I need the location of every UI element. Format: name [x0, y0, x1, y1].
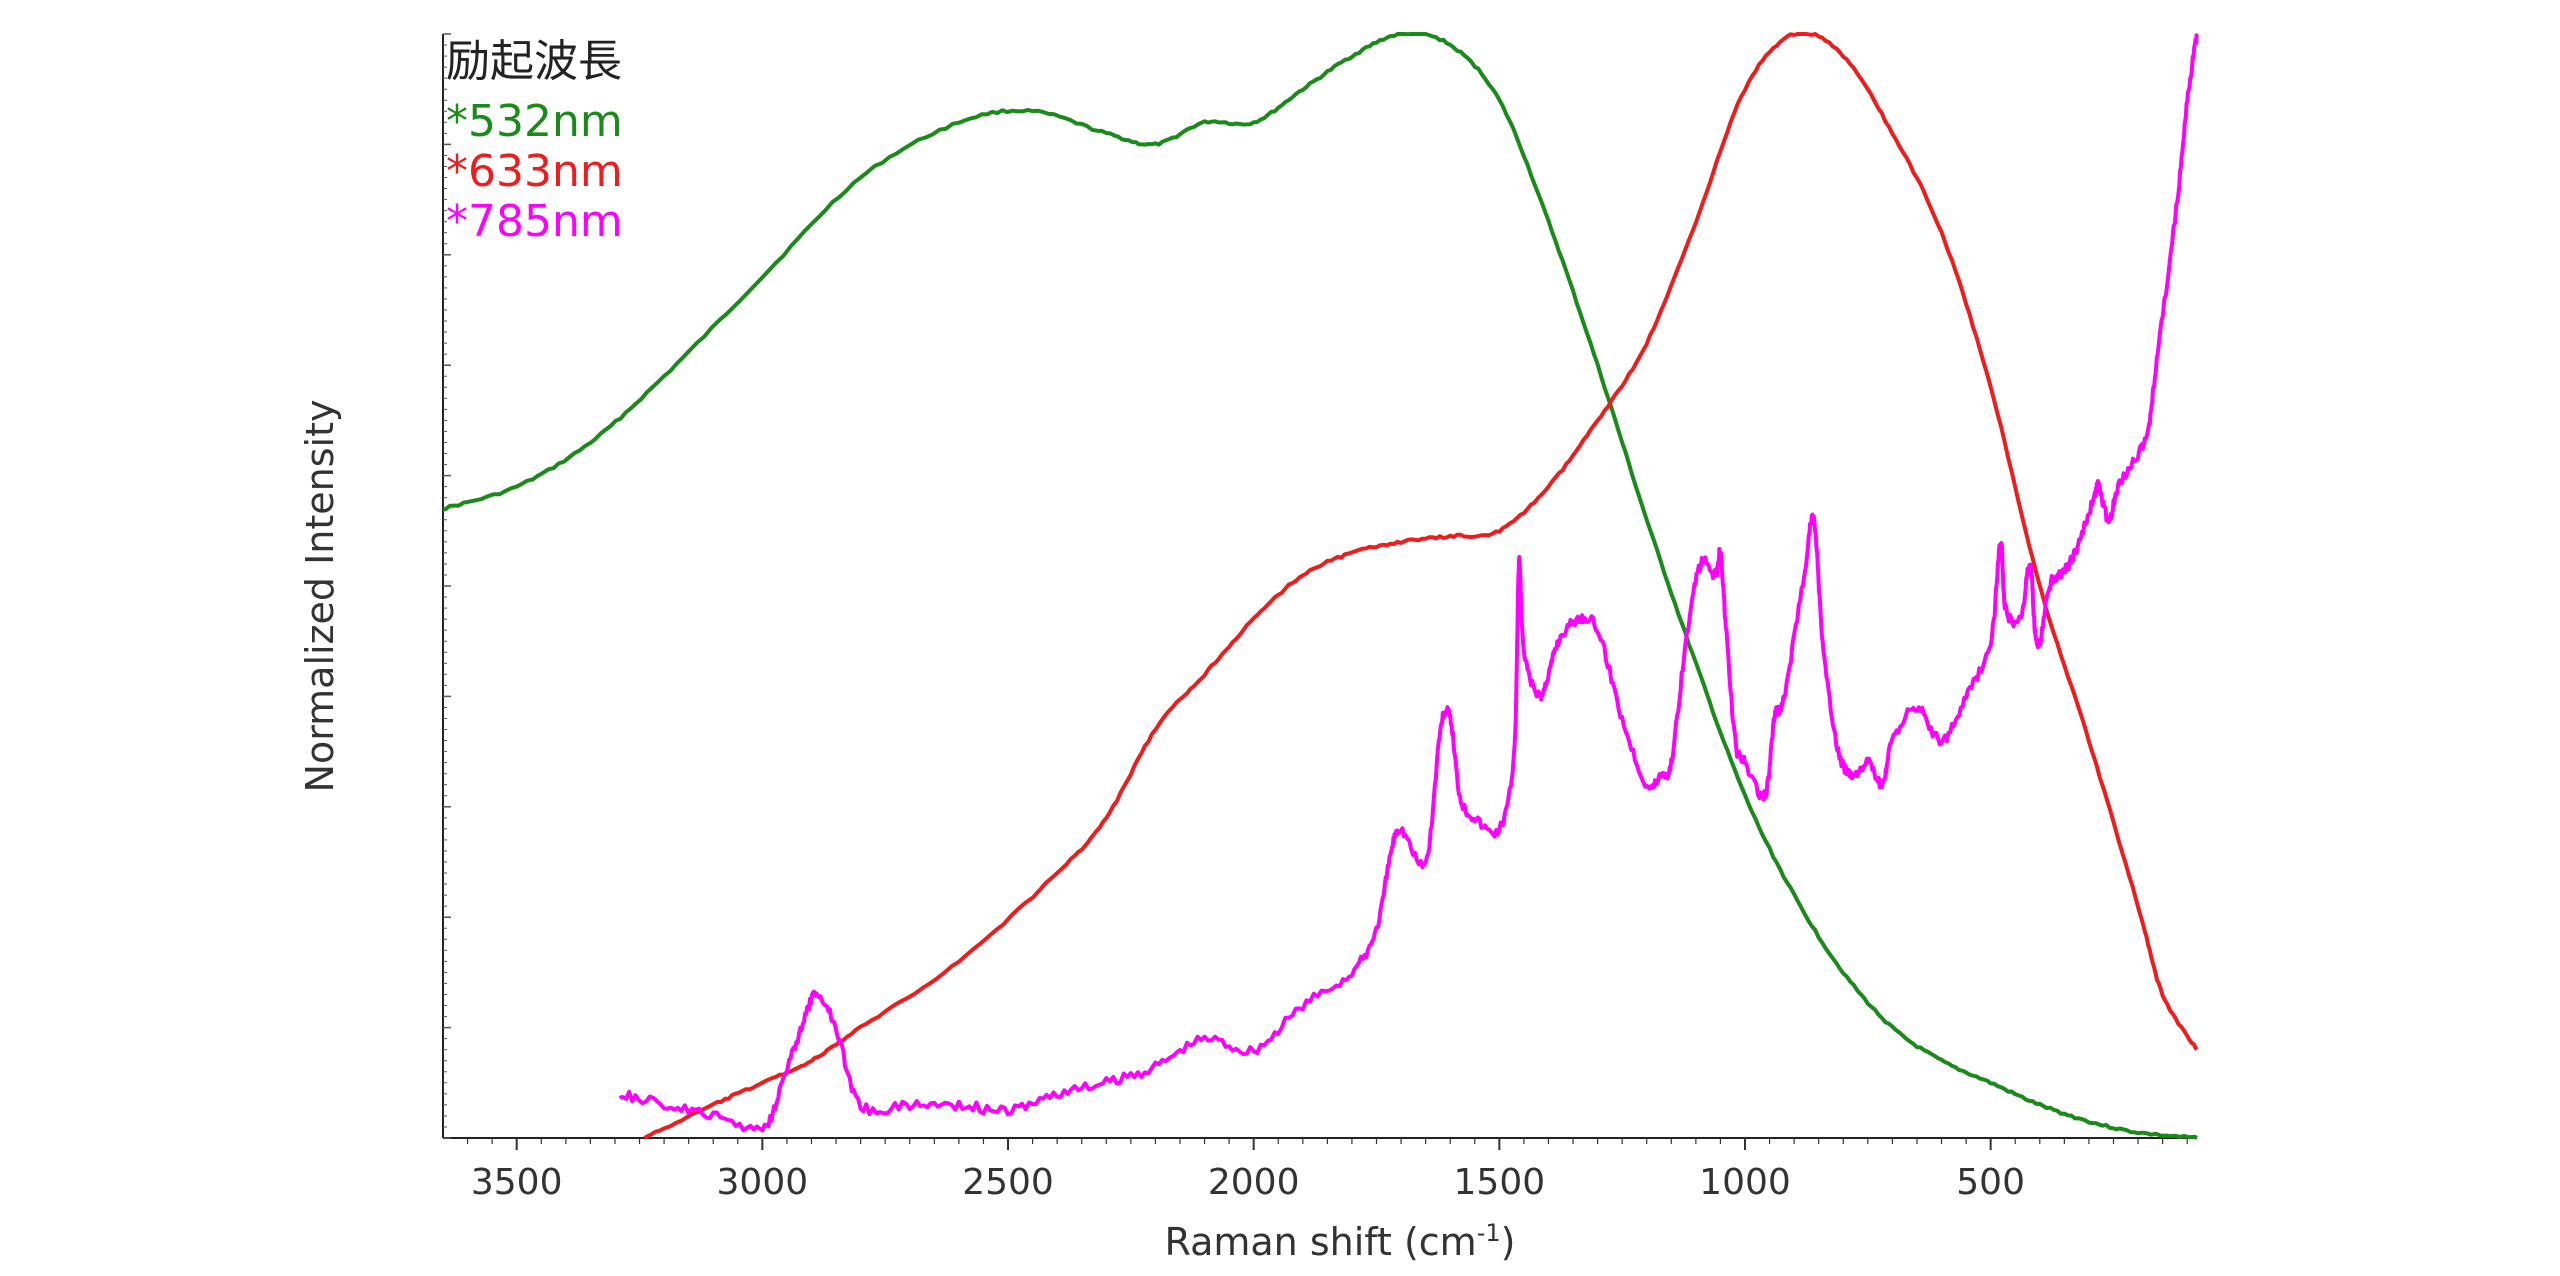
legend-entry-785nm: *785nm	[446, 196, 623, 247]
x-tick-label: 2500	[962, 1162, 1054, 1203]
series-line-785nm	[618, 33, 2199, 1133]
legend-title: 励起波長	[446, 36, 622, 87]
x-axis-title: Raman shift (cm-1)	[1165, 1219, 1516, 1264]
legend-entry-633nm: *633nm	[446, 146, 623, 197]
x-tick-label: 3500	[471, 1162, 563, 1203]
x-axis-title-tail: )	[1501, 1220, 1516, 1264]
series-line-633nm	[643, 32, 2199, 1140]
series-lines	[442, 32, 2199, 1140]
axes	[442, 34, 2197, 1139]
x-axis-title-sup: -1	[1477, 1219, 1501, 1247]
x-tick-label: 2000	[1208, 1162, 1300, 1203]
x-tick-label: 3000	[717, 1162, 809, 1203]
legend: 励起波長 *532nm *633nm *785nm	[446, 36, 623, 247]
x-tick-label: 1000	[1699, 1162, 1791, 1203]
x-axis-ticks: 3500 3000 2500 2000 1500 1000 500	[466, 1138, 2188, 1203]
x-axis-title-main: Raman shift (cm	[1165, 1220, 1477, 1264]
legend-entry-532nm: *532nm	[446, 96, 623, 147]
y-axis-title: Normalized Intensity	[298, 400, 342, 793]
x-tick-label: 1500	[1454, 1162, 1546, 1203]
y-axis-ticks	[443, 33, 451, 1139]
x-tick-label: 500	[1956, 1162, 2025, 1203]
series-line-532nm	[442, 32, 2198, 1140]
